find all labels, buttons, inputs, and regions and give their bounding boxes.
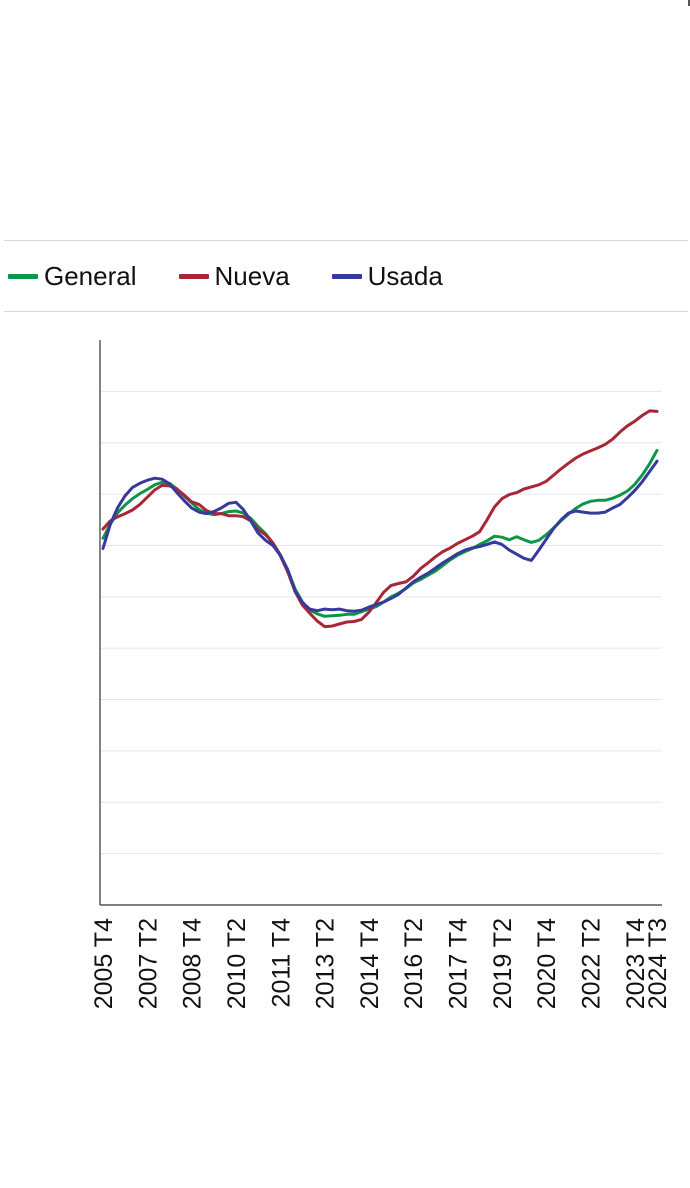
legend-swatch [8, 273, 38, 279]
legend: General Nueva Usada [4, 240, 688, 312]
series-line-usada [101, 459, 659, 613]
x-tick-label: 2010 T2 [223, 918, 251, 1009]
legend-items: General Nueva Usada [8, 241, 485, 311]
legend-swatch [331, 273, 362, 279]
x-tick-label: 2020 T4 [533, 918, 561, 1009]
legend-label: General [44, 261, 137, 291]
legend-label: Usada [367, 261, 443, 291]
x-tick-label: 2019 T2 [489, 918, 517, 1009]
legend-item-general: General [8, 263, 137, 289]
x-tick-label: 2016 T2 [400, 918, 428, 1009]
x-tick-label: 2008 T4 [179, 918, 207, 1009]
x-tick-label: 2014 T4 [356, 918, 384, 1009]
x-tick-label: 2024 T3 [644, 918, 672, 1009]
legend-item-usada: Usada [331, 261, 443, 291]
x-tick-label: 2023 T4 [622, 918, 650, 1009]
x-tick-label: 2017 T4 [445, 918, 473, 1009]
series-line-nueva [101, 409, 659, 629]
x-tick-label: 2005 T4 [90, 918, 118, 1009]
x-tick-label: 2007 T2 [134, 918, 162, 1009]
x-tick-label: 2022 T2 [578, 918, 606, 1009]
legend-item-nueva: Nueva [178, 261, 290, 291]
legend-swatch [178, 273, 209, 279]
x-tick-label: 2013 T2 [312, 918, 340, 1009]
series-line-general [101, 448, 659, 618]
legend-label: Nueva [214, 261, 290, 291]
corner-mark [688, 0, 690, 6]
x-tick-label: 2011 T4 [267, 918, 295, 1008]
